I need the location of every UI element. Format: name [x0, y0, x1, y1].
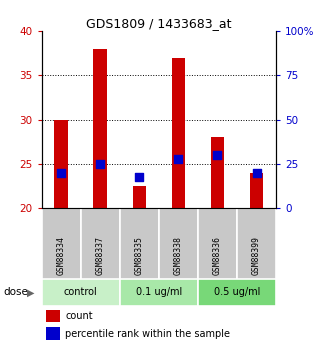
Title: GDS1809 / 1433683_at: GDS1809 / 1433683_at	[86, 17, 232, 30]
Text: GSM88337: GSM88337	[96, 236, 105, 275]
Point	[215, 152, 220, 158]
Text: count: count	[65, 311, 93, 321]
Bar	[55, 119, 68, 208]
Text: GSM88338: GSM88338	[174, 236, 183, 275]
Bar	[120, 208, 159, 279]
Text: control: control	[64, 287, 98, 297]
Point	[59, 170, 64, 175]
Bar	[159, 208, 198, 279]
Text: ▶: ▶	[27, 287, 35, 297]
Bar	[237, 208, 276, 279]
Text: GSM88335: GSM88335	[135, 236, 144, 275]
Point	[98, 161, 103, 167]
Bar	[47, 310, 60, 322]
Bar	[42, 208, 81, 279]
Text: 0.5 ug/ml: 0.5 ug/ml	[214, 287, 260, 297]
Text: 0.1 ug/ml: 0.1 ug/ml	[136, 287, 182, 297]
Text: dose: dose	[3, 287, 28, 297]
Point	[254, 170, 259, 175]
Bar	[42, 279, 120, 306]
Bar	[211, 137, 224, 208]
Bar	[172, 58, 185, 208]
Text: percentile rank within the sample: percentile rank within the sample	[65, 329, 230, 339]
Bar	[198, 208, 237, 279]
Point	[176, 157, 181, 162]
Bar	[198, 279, 276, 306]
Bar	[250, 172, 263, 208]
Bar	[120, 279, 198, 306]
Text: GSM88399: GSM88399	[252, 236, 261, 275]
Point	[137, 174, 142, 180]
Bar	[133, 186, 146, 208]
Bar	[81, 208, 120, 279]
Text: GSM88334: GSM88334	[57, 236, 66, 275]
Text: GSM88336: GSM88336	[213, 236, 222, 275]
Bar	[93, 49, 107, 208]
Bar	[47, 327, 60, 340]
